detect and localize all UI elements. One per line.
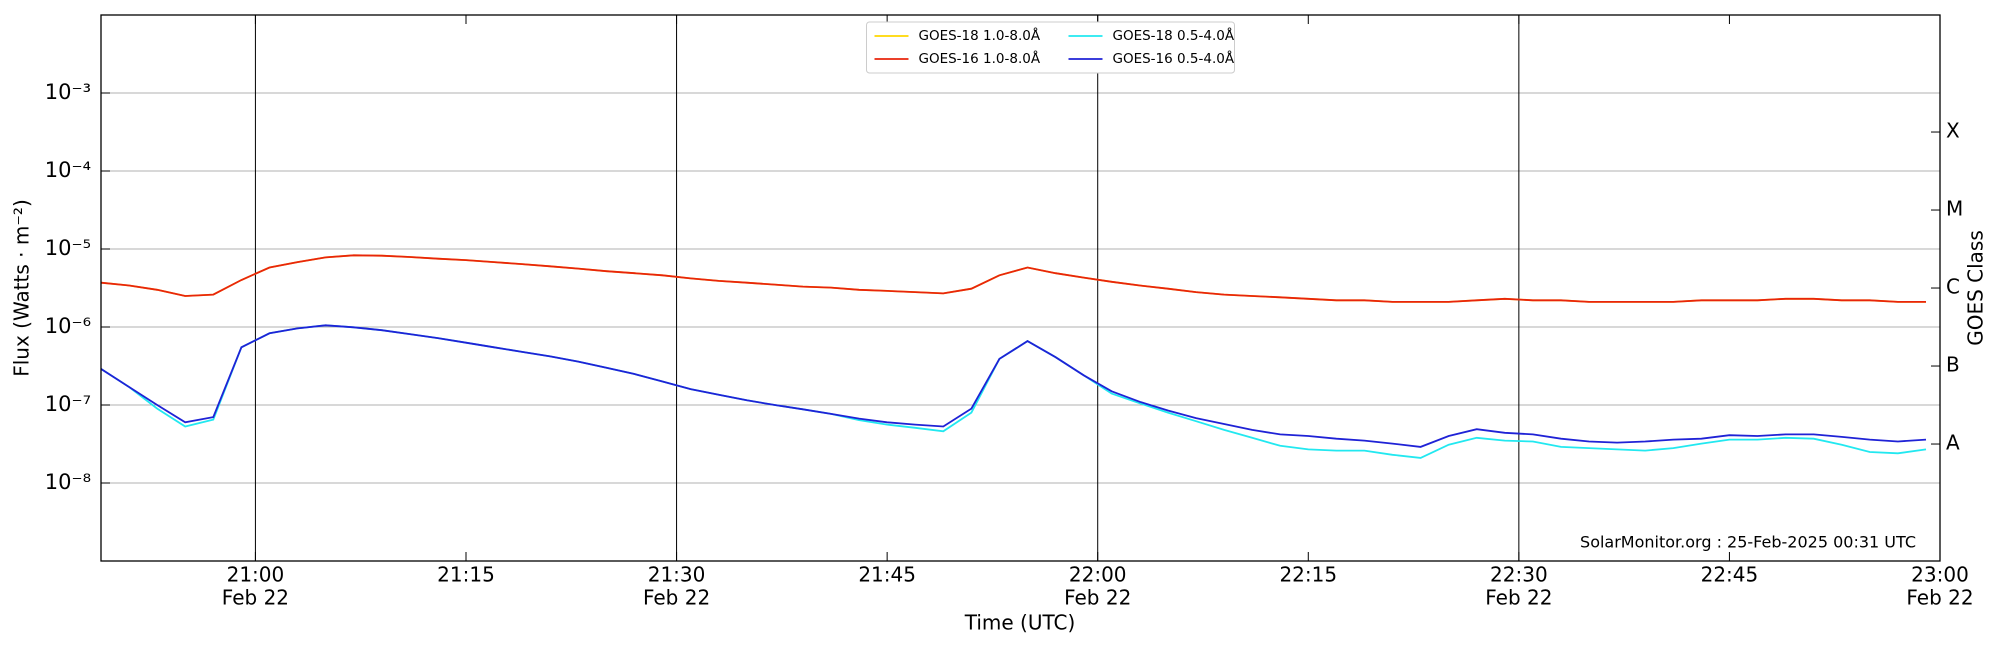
x-tick-label: 22:45 bbox=[1701, 563, 1759, 587]
x-tick-label: 22:15 bbox=[1279, 563, 1337, 587]
legend-label: GOES-16 1.0-8.0Å bbox=[919, 50, 1041, 67]
legend-box bbox=[866, 21, 1235, 74]
y2-tick-label: M bbox=[1946, 197, 1963, 221]
y-tick-label: 10⁻⁸ bbox=[45, 470, 91, 494]
x-tick-label: 22:00 bbox=[1069, 563, 1127, 587]
legend-label: GOES-18 1.0-8.0Å bbox=[919, 27, 1041, 44]
y-tick-label: 10⁻⁶ bbox=[45, 314, 91, 338]
y2-tick-label: A bbox=[1946, 431, 1960, 455]
y-tick-label: 10⁻³ bbox=[45, 80, 91, 104]
series-line bbox=[101, 324, 1927, 448]
x-tick-label: 23:00 bbox=[1911, 563, 1969, 587]
series-line bbox=[101, 254, 1926, 303]
x-tick-label: 21:45 bbox=[858, 563, 916, 587]
x-tick-label: 22:30 bbox=[1490, 563, 1548, 587]
x-tick-sublabel: Feb 22 bbox=[643, 586, 710, 610]
annotation: SolarMonitor.org : 25-Feb-2025 00:31 UTC bbox=[1580, 533, 1916, 552]
y-tick-label: 10⁻⁵ bbox=[45, 236, 91, 260]
y2-axis-label: GOES Class bbox=[1964, 230, 1988, 346]
x-tick-sublabel: Feb 22 bbox=[1485, 586, 1552, 610]
x-tick-sublabel: Feb 22 bbox=[222, 586, 289, 610]
series-line bbox=[101, 254, 1926, 303]
y2-tick-label: C bbox=[1946, 275, 1960, 299]
legend-label: GOES-16 0.5-4.0Å bbox=[1113, 50, 1235, 67]
x-tick-sublabel: Feb 22 bbox=[1064, 586, 1131, 610]
y2-tick-label: X bbox=[1946, 119, 1960, 143]
plot-frame bbox=[100, 14, 1941, 562]
y-axis-label: Flux (Watts · m⁻²) bbox=[10, 199, 34, 377]
x-tick-label: 21:30 bbox=[648, 563, 706, 587]
legend-label: GOES-18 0.5-4.0Å bbox=[1113, 27, 1235, 44]
x-tick-label: 21:00 bbox=[227, 563, 285, 587]
x-axis-label: Time (UTC) bbox=[964, 611, 1076, 635]
x-tick-sublabel: Feb 22 bbox=[1906, 586, 1973, 610]
y2-tick-label: B bbox=[1946, 353, 1960, 377]
series-line bbox=[101, 324, 1927, 459]
y-tick-label: 10⁻⁴ bbox=[45, 158, 91, 182]
y-tick-label: 10⁻⁷ bbox=[45, 392, 91, 416]
x-tick-label: 21:15 bbox=[437, 563, 495, 587]
